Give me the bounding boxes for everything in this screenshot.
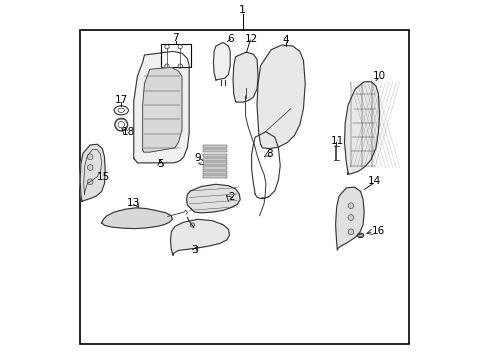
Polygon shape xyxy=(344,82,379,174)
Text: 11: 11 xyxy=(330,136,343,146)
Bar xyxy=(203,175,226,178)
Text: 4: 4 xyxy=(282,35,288,45)
Text: 1: 1 xyxy=(239,5,246,15)
Circle shape xyxy=(347,203,353,208)
Text: 3: 3 xyxy=(191,246,198,255)
Circle shape xyxy=(87,165,93,170)
Ellipse shape xyxy=(357,233,363,238)
Circle shape xyxy=(347,229,353,235)
Text: 13: 13 xyxy=(127,198,140,208)
Polygon shape xyxy=(233,52,258,102)
Text: 7: 7 xyxy=(172,33,179,43)
Text: 17: 17 xyxy=(114,95,128,105)
Bar xyxy=(203,154,226,157)
Text: 2: 2 xyxy=(228,192,235,202)
Polygon shape xyxy=(170,219,229,255)
Text: 14: 14 xyxy=(367,176,381,186)
Text: 15: 15 xyxy=(97,172,110,182)
Polygon shape xyxy=(80,144,105,202)
Bar xyxy=(203,149,226,153)
Bar xyxy=(203,158,226,161)
Circle shape xyxy=(190,223,194,227)
Bar xyxy=(203,171,226,174)
Polygon shape xyxy=(186,184,240,213)
FancyArrowPatch shape xyxy=(198,163,201,165)
Text: 5: 5 xyxy=(157,159,163,169)
Polygon shape xyxy=(142,67,182,152)
Text: 12: 12 xyxy=(244,34,258,44)
Circle shape xyxy=(87,179,93,185)
Text: 6: 6 xyxy=(226,34,233,44)
Text: 9: 9 xyxy=(194,153,201,163)
Circle shape xyxy=(347,215,353,220)
Circle shape xyxy=(87,154,93,159)
Text: 16: 16 xyxy=(371,226,384,236)
Bar xyxy=(203,166,226,170)
Bar xyxy=(80,30,408,344)
Text: 8: 8 xyxy=(265,149,272,159)
Polygon shape xyxy=(213,42,230,80)
Polygon shape xyxy=(257,45,305,149)
Polygon shape xyxy=(102,208,172,229)
Bar xyxy=(203,145,226,148)
Polygon shape xyxy=(335,187,364,249)
Text: 18: 18 xyxy=(122,127,135,137)
Bar xyxy=(203,162,226,165)
Text: 10: 10 xyxy=(372,71,386,81)
Polygon shape xyxy=(134,51,189,163)
Bar xyxy=(160,44,190,67)
